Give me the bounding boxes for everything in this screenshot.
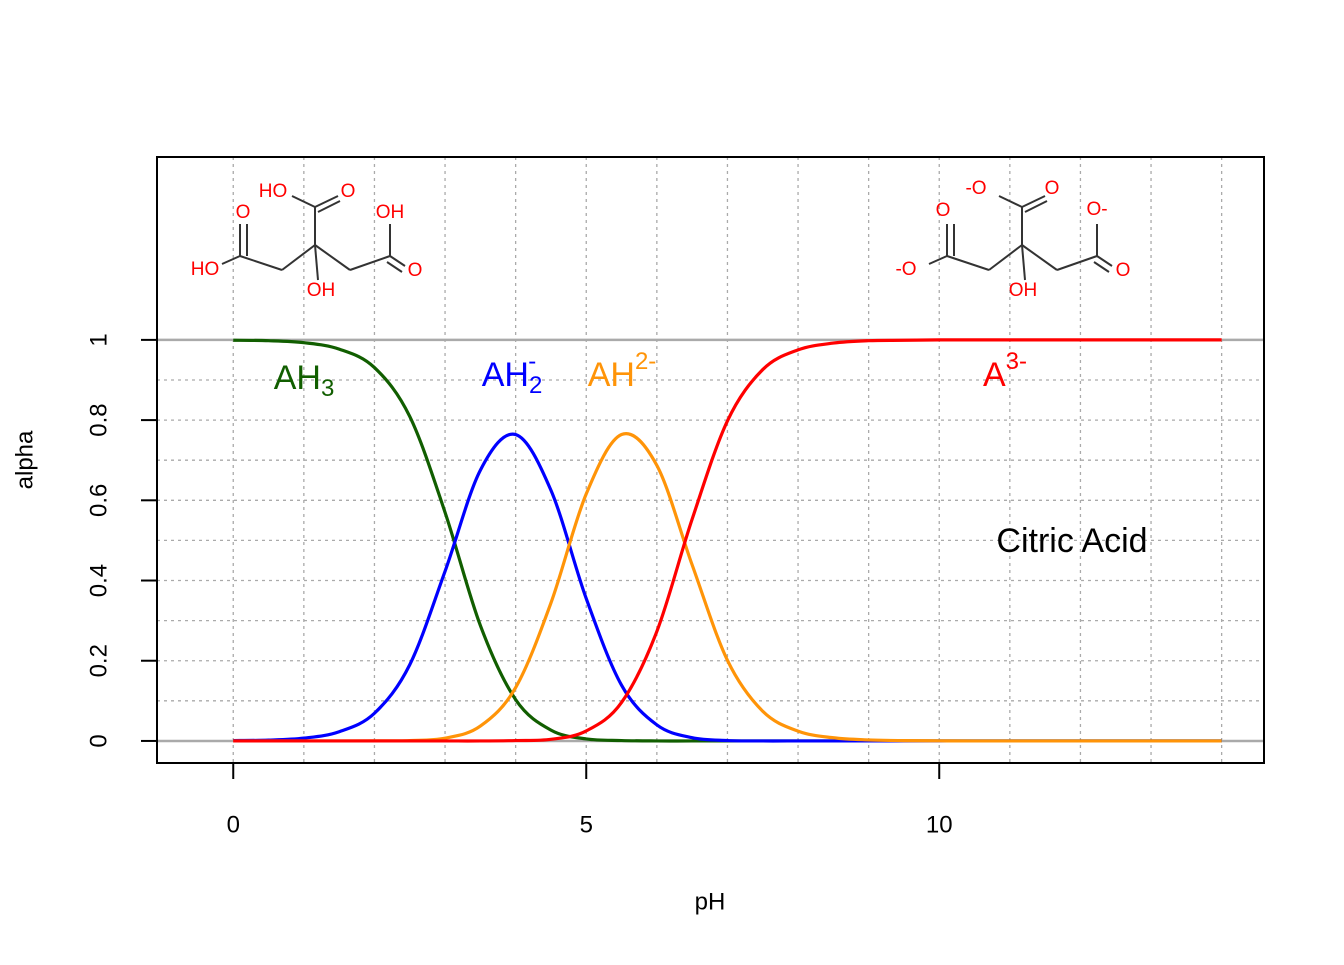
structure-acid: HO O HO O OH O OH [191,181,423,301]
bond [1021,244,1026,281]
label-part: 2 [529,372,542,399]
bond [239,255,283,271]
x-tick-label: 10 [926,811,953,838]
bond [1093,261,1110,273]
bond [314,244,351,271]
structure-citrate: -O O -O O O- O OH [895,178,1130,301]
label-part: AH [274,359,321,397]
label-part: 3- [1006,348,1027,375]
bond [1021,244,1058,271]
y-axis-label: alpha [11,430,38,489]
bond [281,244,316,271]
series-line [233,338,1222,743]
bond [998,195,1023,208]
bond [317,200,341,213]
plot-frame [156,156,1265,764]
atom-label: HO [259,181,288,202]
series-label: AH2- [588,348,657,394]
atom-label: O [936,200,951,221]
bond [988,244,1023,271]
x-axis-label: pH [695,888,726,915]
y-tick-label: 1 [85,333,112,346]
bond [1096,255,1113,267]
label-part: AH [588,356,635,394]
label-part: A [983,356,1006,394]
bond [349,255,391,271]
y-tick-label: 0 [85,734,112,747]
series-label: AH2- [482,348,543,399]
atom-label: O [236,202,251,223]
atom-label: O [408,260,423,281]
atom-label: O [1116,260,1131,281]
bond [314,244,319,281]
bond [1056,255,1098,271]
bond [946,255,990,271]
atom-label: O [1045,178,1060,199]
bond [386,261,403,273]
annotation: Citric Acid [996,522,1147,560]
bond [314,195,339,208]
y-tick-label: 0.6 [85,484,112,517]
label-part: - [528,348,536,375]
bond [389,255,406,267]
atom-label: OH [1009,280,1038,301]
atom-label: -O [965,178,986,199]
atom-label: OH [307,280,336,301]
label-part: 3 [321,375,334,402]
bond [1021,195,1046,208]
bond [221,255,241,265]
atom-label: HO [191,259,220,280]
bond [1024,200,1048,213]
y-tick-label: 0.4 [85,564,112,597]
label-part: AH [482,356,529,394]
bond [928,255,948,265]
label-part: 2- [635,348,656,375]
x-tick-label: 5 [580,811,593,838]
atom-label: -O [895,259,916,280]
y-tick-label: 0.8 [85,403,112,436]
atom-label: OH [376,202,405,223]
atom-label: O [341,181,356,202]
series-label: A3- [983,348,1027,394]
atom-label: O- [1086,199,1107,220]
y-tick-label: 0.2 [85,644,112,677]
x-tick-label: 0 [227,811,240,838]
series-label: AH3 [274,359,335,402]
bond [291,195,316,208]
